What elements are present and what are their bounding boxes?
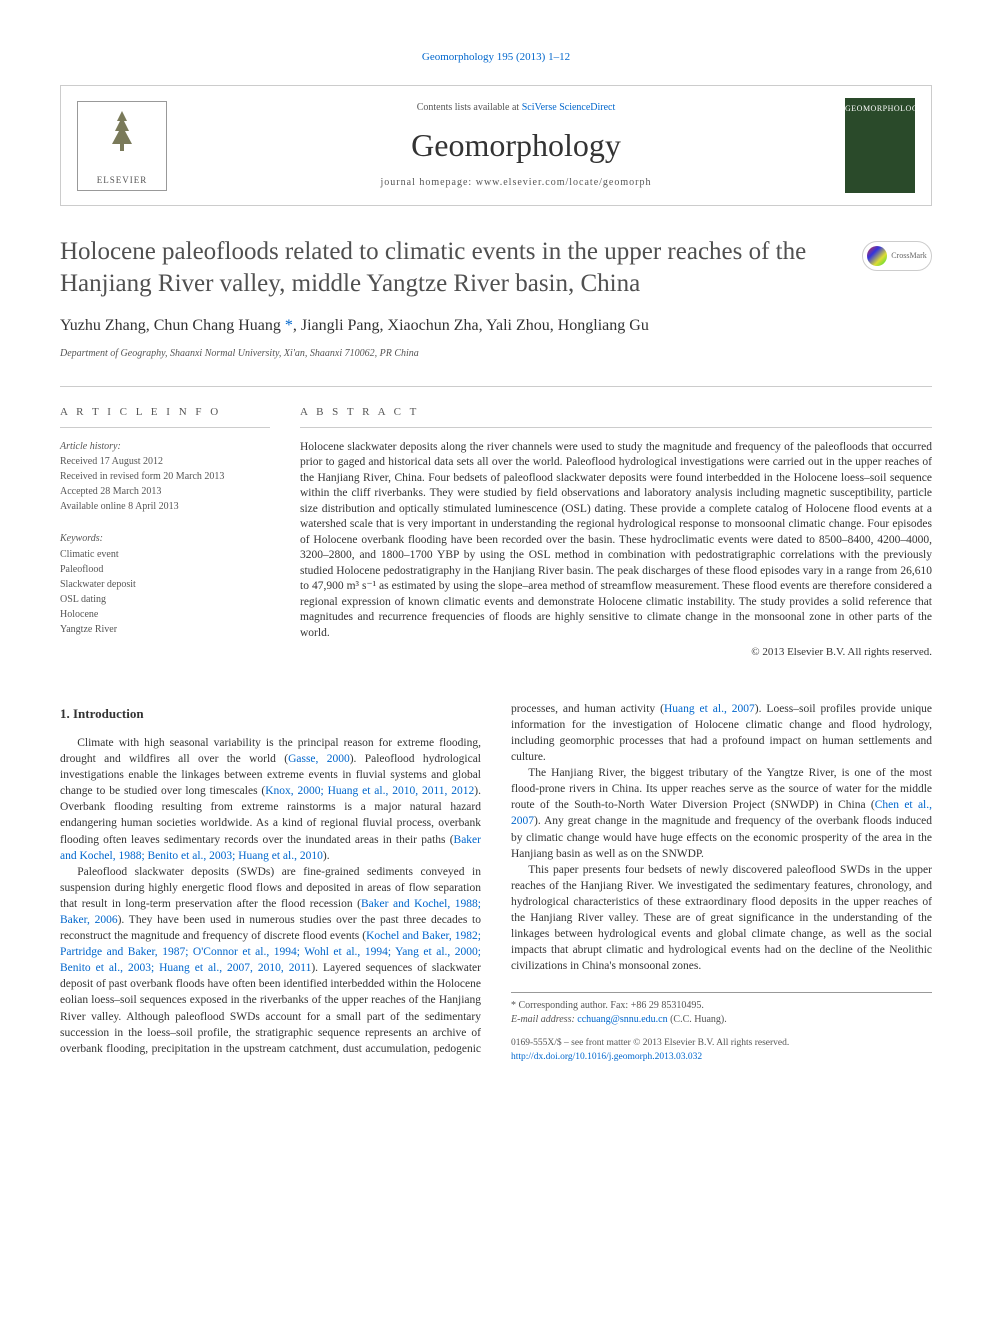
history-received: Received 17 August 2012 xyxy=(60,455,270,469)
abstract-column: A B S T R A C T Holocene slackwater depo… xyxy=(300,405,932,660)
keywords-label: Keywords: xyxy=(60,532,270,546)
email-suffix: (C.C. Huang). xyxy=(668,1014,727,1025)
journal-name: Geomorphology xyxy=(187,123,845,168)
keyword-item: Slackwater deposit xyxy=(60,578,270,592)
crossmark-icon xyxy=(867,246,887,266)
crossmark-label: CrossMark xyxy=(891,251,927,261)
homepage-url[interactable]: www.elsevier.com/locate/geomorph xyxy=(476,177,652,188)
keyword-item: Climatic event xyxy=(60,548,270,562)
intro-heading: 1. Introduction xyxy=(60,705,481,723)
meta-abstract-row: A R T I C L E I N F O Article history: R… xyxy=(60,386,932,660)
crossmark-badge[interactable]: CrossMark xyxy=(862,241,932,271)
keywords-block: Keywords: Climatic event Paleoflood Slac… xyxy=(60,532,270,637)
intro-para-3: The Hanjiang River, the biggest tributar… xyxy=(511,765,932,862)
article-info-label: A R T I C L E I N F O xyxy=(60,405,270,427)
corresponding-marker[interactable]: * xyxy=(285,317,293,334)
article-info-column: A R T I C L E I N F O Article history: R… xyxy=(60,405,270,660)
abstract-label: A B S T R A C T xyxy=(300,405,932,427)
homepage-prefix: journal homepage: xyxy=(381,177,476,188)
journal-header: ELSEVIER Contents lists available at Sci… xyxy=(60,85,932,206)
journal-citation-top[interactable]: Geomorphology 195 (2013) 1–12 xyxy=(60,50,932,65)
issn-line: 0169-555X/$ – see front matter © 2013 El… xyxy=(511,1037,932,1050)
keyword-item: Yangtze River xyxy=(60,623,270,637)
authors-line: Yuzhu Zhang, Chun Chang Huang *, Jiangli… xyxy=(60,315,932,337)
header-center: Contents lists available at SciVerse Sci… xyxy=(187,101,845,190)
keyword-item: Paleoflood xyxy=(60,563,270,577)
history-label: Article history: xyxy=(60,440,270,454)
email-link[interactable]: cchuang@snnu.edu.cn xyxy=(577,1014,667,1025)
article-history: Article history: Received 17 August 2012… xyxy=(60,440,270,514)
ref-link[interactable]: Huang et al., 2007 xyxy=(664,703,755,715)
journal-homepage-line: journal homepage: www.elsevier.com/locat… xyxy=(187,176,845,190)
intro-para-1: Climate with high seasonal variability i… xyxy=(60,735,481,864)
elsevier-name: ELSEVIER xyxy=(97,174,148,187)
history-accepted: Accepted 28 March 2013 xyxy=(60,485,270,499)
intro-para-4: This paper presents four bedsets of newl… xyxy=(511,862,932,975)
elsevier-logo[interactable]: ELSEVIER xyxy=(77,101,167,191)
elsevier-tree-icon xyxy=(97,106,147,171)
history-revised: Received in revised form 20 March 2013 xyxy=(60,470,270,484)
title-text: Holocene paleofloods related to climatic… xyxy=(60,238,806,296)
footnote-email-line: E-mail address: cchuang@snnu.edu.cn (C.C… xyxy=(511,1013,932,1027)
journal-cover-thumb[interactable]: GEOMORPHOLOGY xyxy=(845,98,915,193)
email-label: E-mail address: xyxy=(511,1014,577,1025)
history-online: Available online 8 April 2013 xyxy=(60,500,270,514)
body-columns: 1. Introduction Climate with high season… xyxy=(60,701,932,1064)
sciencedirect-link[interactable]: SciVerse ScienceDirect xyxy=(522,102,616,113)
footer-info: 0169-555X/$ – see front matter © 2013 El… xyxy=(511,1037,932,1064)
contents-prefix: Contents lists available at xyxy=(417,102,522,113)
contents-available-line: Contents lists available at SciVerse Sci… xyxy=(187,101,845,115)
abstract-copyright: © 2013 Elsevier B.V. All rights reserved… xyxy=(300,645,932,660)
abstract-text: Holocene slackwater deposits along the r… xyxy=(300,440,932,642)
keyword-item: Holocene xyxy=(60,608,270,622)
affiliation: Department of Geography, Shaanxi Normal … xyxy=(60,347,932,361)
corresponding-footnote: * Corresponding author. Fax: +86 29 8531… xyxy=(511,992,932,1064)
ref-link[interactable]: Gasse, 2000 xyxy=(288,753,350,765)
article-title: Holocene paleofloods related to climatic… xyxy=(60,236,932,299)
ref-link[interactable]: Knox, 2000; Huang et al., 2010, 2011, 20… xyxy=(265,785,474,797)
keyword-item: OSL dating xyxy=(60,593,270,607)
footnote-corr: * Corresponding author. Fax: +86 29 8531… xyxy=(511,999,932,1013)
doi-link[interactable]: http://dx.doi.org/10.1016/j.geomorph.201… xyxy=(511,1052,702,1062)
